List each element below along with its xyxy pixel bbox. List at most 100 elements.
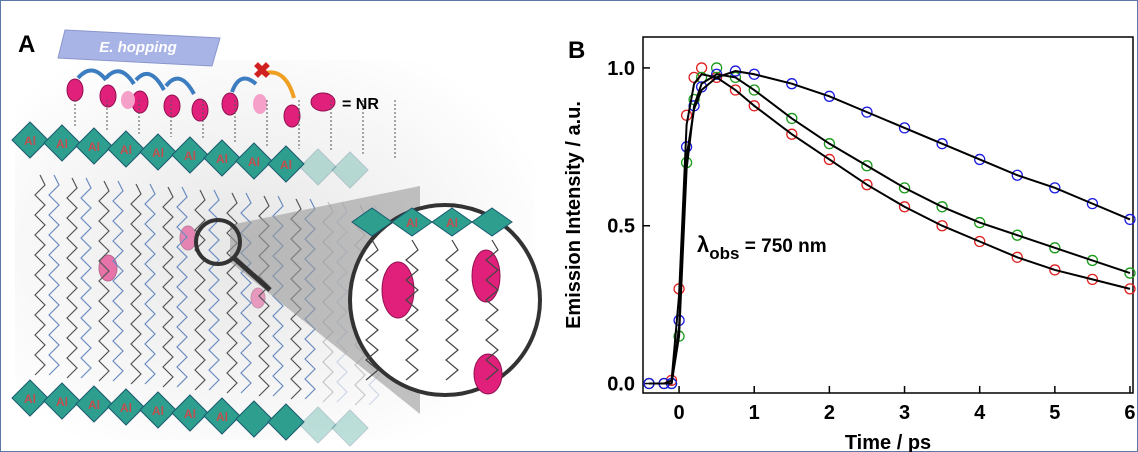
- data-point: [861, 106, 873, 118]
- x-tick-label: 6: [1124, 402, 1135, 424]
- data-point: [1011, 251, 1023, 263]
- alkyl-chain: [485, 239, 499, 381]
- octahedron: [139, 391, 177, 429]
- octahedron: [11, 379, 49, 417]
- plot-frame: [642, 36, 1134, 394]
- alkyl-chain: [208, 189, 220, 391]
- y-tick-label: 1.0: [607, 58, 635, 80]
- fit-line: [649, 70, 1131, 385]
- magnifier: [194, 218, 242, 266]
- alkyl-chain: [445, 239, 459, 381]
- al-label: Al: [88, 140, 100, 154]
- legend-text: = NR: [342, 96, 379, 113]
- alkyl-chain: [130, 183, 142, 385]
- x-tick-label: 5: [1049, 402, 1060, 424]
- fit-line: [649, 73, 1131, 385]
- alkyl-chain: [112, 180, 124, 382]
- octahedron: [203, 397, 241, 435]
- y-tick-label: 0.0: [607, 374, 635, 396]
- data-point: [936, 201, 948, 213]
- octahedron: [107, 388, 145, 426]
- annotation-text: = 750 nm: [739, 236, 826, 257]
- data-point: [898, 182, 911, 194]
- octahedron: [11, 121, 49, 159]
- panel-label: B: [568, 37, 585, 64]
- x-tick-label: 3: [899, 402, 910, 424]
- al-label: Al: [216, 152, 228, 166]
- octahedron: [471, 207, 513, 237]
- x-tick-label: 0: [674, 402, 685, 424]
- octahedron: [299, 148, 337, 186]
- al-label: Al: [152, 146, 164, 160]
- annotation-subscript: obs: [709, 244, 739, 263]
- alkyl-chain: [98, 180, 110, 382]
- octahedron: [235, 400, 273, 438]
- al-label: Al: [446, 216, 458, 230]
- annotation-symbol: λ: [697, 232, 709, 257]
- data-point: [898, 201, 911, 213]
- al-label: Al: [248, 155, 260, 169]
- magnifier-handle: [232, 256, 272, 292]
- data-point: [1086, 254, 1099, 267]
- hop-arrows: [76, 68, 258, 95]
- octahedron: [203, 139, 241, 177]
- al-label: Al: [24, 134, 36, 148]
- panel-a: A E. hopping ✖ = NR Al Al Al Al Al Al Al Al Al Al…: [11, 29, 542, 447]
- annotation: λobs = 750 nm: [697, 232, 827, 263]
- octahedron: [75, 385, 113, 423]
- alkyl-chain: [405, 239, 419, 381]
- data-point: [1124, 213, 1136, 226]
- al-label: Al: [24, 392, 36, 406]
- octahedron: [139, 133, 177, 171]
- octahedron: [391, 207, 433, 237]
- data-point: [748, 100, 760, 112]
- data-point: [1049, 182, 1061, 194]
- alkyl-chain: [66, 177, 78, 379]
- octahedron: [331, 409, 369, 447]
- data-point: [786, 78, 798, 90]
- data-point: [680, 109, 693, 121]
- data-point: [823, 138, 836, 150]
- octahedron: [75, 127, 113, 165]
- al-label: Al: [184, 407, 196, 421]
- x-tick-label: 2: [824, 402, 835, 424]
- octahedron: [107, 130, 145, 168]
- data-point: [936, 220, 948, 232]
- alkyl-chain: [48, 174, 60, 376]
- octahedron: [43, 124, 81, 162]
- x-axis-label: Time / ps: [845, 432, 931, 452]
- inset: [348, 203, 542, 397]
- panel-label: A: [18, 31, 35, 58]
- octahedron: [299, 406, 337, 444]
- octahedron: [235, 142, 273, 180]
- alkyl-chain: [80, 177, 92, 379]
- data-point: [823, 153, 836, 166]
- data-point: [695, 62, 708, 74]
- panel-b: B 0 1 2 3 4 5 6 0.0 0.5 1.0 Time / ps Emission Inten…: [563, 36, 1136, 452]
- data-point: [1049, 242, 1061, 254]
- al-label: Al: [120, 143, 132, 157]
- al-label: Al: [280, 158, 292, 172]
- octahedron: [171, 136, 209, 174]
- y-tick-label: 0.5: [607, 216, 635, 238]
- al-label: Al: [56, 137, 68, 151]
- octahedron: [43, 382, 81, 420]
- data-point: [786, 112, 798, 125]
- data-point: [823, 90, 836, 102]
- data-point: [974, 235, 986, 248]
- alkyl-chain: [176, 186, 188, 388]
- data-point: [861, 160, 873, 172]
- alkyl-chain: [162, 186, 174, 388]
- x-tick-label: 1: [749, 402, 760, 424]
- octahedron: [351, 207, 393, 237]
- al-label: Al: [152, 404, 164, 418]
- y-axis-label: Emission Intensity / a.u.: [563, 101, 585, 329]
- cross: ✖: [253, 58, 271, 83]
- hopping-label: E. hopping: [99, 39, 176, 56]
- alkyl-chain: [144, 183, 156, 385]
- nr-molecules: [66, 78, 336, 309]
- inset-molecules: [381, 249, 503, 395]
- blocked-arrow: [261, 70, 296, 99]
- data-point: [936, 138, 948, 150]
